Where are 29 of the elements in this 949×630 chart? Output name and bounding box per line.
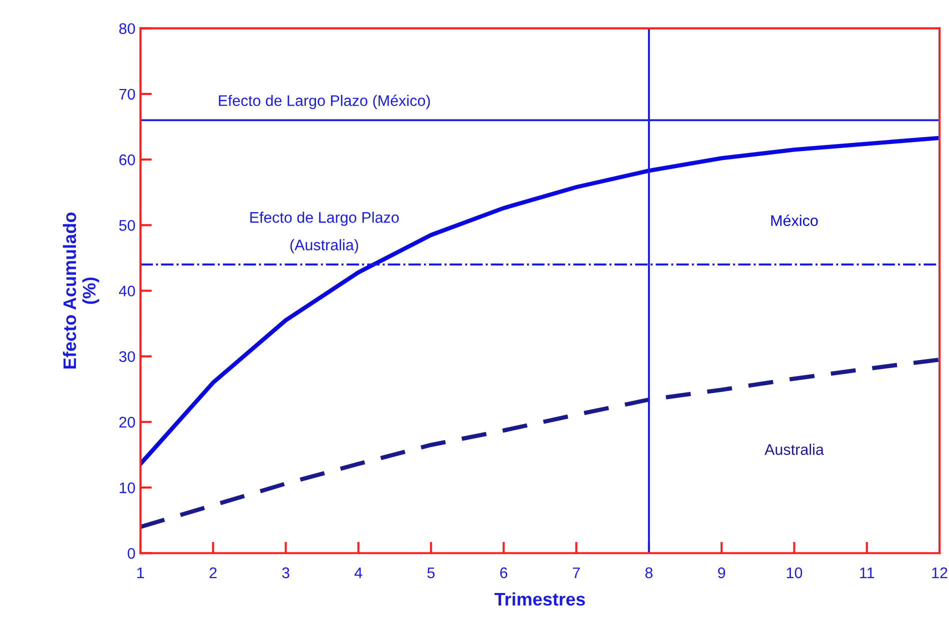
y-axis-title: Efecto Acumulado (%): [62, 212, 100, 368]
x-tick-label: 1: [137, 568, 144, 578]
ref-line-label: Efecto de Largo Plazo (Australia): [250, 212, 399, 254]
text: México: [771, 214, 818, 226]
y-tick-label: 60: [119, 154, 135, 166]
line-series: [140, 136, 940, 466]
x-tick-label: 5: [427, 568, 435, 578]
y-tick-label: 0: [128, 548, 135, 559]
x-axis-title: Trimestres: [494, 592, 585, 606]
x-tick-label: 8: [645, 567, 653, 578]
x-tick-label: 4: [354, 568, 362, 578]
x-tick-label: 2: [210, 567, 217, 578]
x-tick-label: 10: [786, 567, 802, 578]
x-tick-label: 9: [718, 567, 726, 578]
line-series: [140, 358, 940, 529]
y-tick-label: 30: [119, 351, 135, 362]
y-tick-label: 40: [118, 286, 135, 296]
y-tick-label: 20: [119, 416, 135, 428]
y-tick-label: 50: [119, 220, 135, 231]
x-tick-label: 7: [572, 568, 580, 578]
y-tick-label: 80: [119, 23, 135, 34]
y-tick-label: 70: [119, 88, 135, 100]
x-tick-label: 3: [282, 567, 290, 578]
text: Australia: [764, 444, 824, 455]
ref-line-label: Efecto de Largo Plazo (México): [218, 94, 430, 110]
x-tick-label: 6: [500, 567, 508, 578]
y-tick-label: 10: [120, 482, 135, 494]
x-tick-label: 11: [860, 568, 874, 578]
x-tick-label: 12: [932, 567, 948, 578]
